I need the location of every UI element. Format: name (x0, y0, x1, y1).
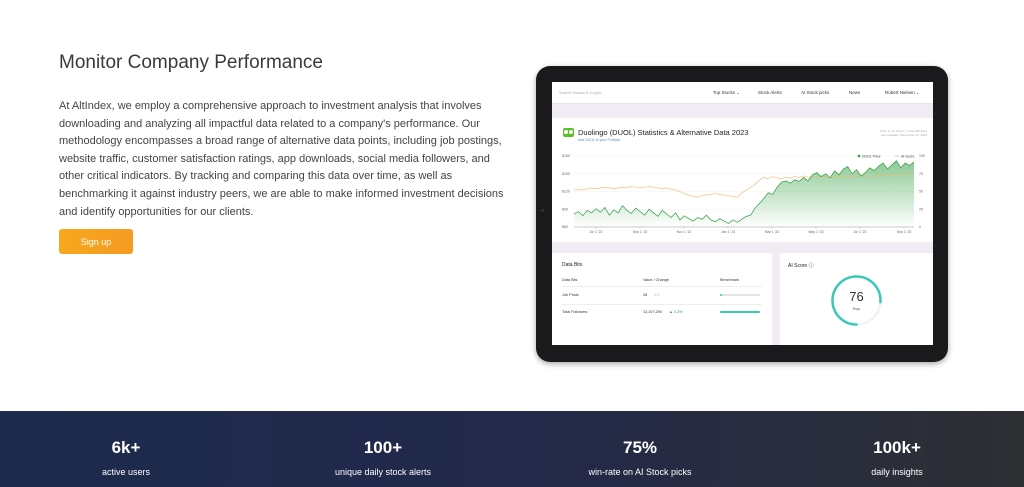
x-tick-label: Jul 1 '23 (854, 230, 867, 234)
price-ai-score-chart: $180 $150 $120 $90 $60 100 75 50 25 0 Jul 1 '22 Sep… (562, 154, 925, 234)
benchmark-bar (720, 294, 760, 296)
stat-label: active users (101, 467, 151, 477)
user-name: Robert Nielsen (885, 90, 915, 95)
nav-top-stocks-label: Top Stocks (713, 90, 736, 95)
nav-user-menu[interactable]: Robert Nielsen ⌄ (885, 90, 919, 95)
row-name: Total Followers (562, 310, 588, 314)
data-bits-title: Data Bits (562, 262, 583, 268)
data-bits-card: Data Bits Data Bits Value / Change Bench… (552, 253, 772, 345)
x-tick-label: Sep 1 '22 (633, 230, 648, 234)
nav-news[interactable]: News (849, 90, 861, 95)
y2-tick-label: 25 (919, 207, 923, 211)
app-header: Search Stocks & Crypto Top Stocks ⌄ Stoc… (552, 82, 933, 104)
benchmark-fill (720, 311, 760, 313)
stat-daily-insights: 100k+ daily insights (797, 438, 997, 477)
search-input[interactable]: Search Stocks & Crypto (559, 90, 602, 95)
duolingo-logo-icon (563, 128, 574, 137)
row-value: 13,107,290 (643, 310, 663, 314)
stat-value: 100k+ (873, 438, 921, 457)
x-tick-label: Sep 1 '23 (897, 230, 912, 234)
y-tick-label: $150 (562, 172, 570, 176)
stock-chart-card: $180 $150 $120 $90 $60 100 75 50 25 0 Jul 1 '22 Sep… (552, 118, 933, 242)
add-to-portfolio-link[interactable]: Add DUOL to your Portfolio (578, 138, 621, 142)
row-change: 0% (654, 293, 660, 297)
y2-tick-label: 75 (919, 172, 923, 176)
stat-win-rate: 75% win-rate on AI Stock picks (540, 438, 740, 477)
table-row[interactable]: Job Posts 28 0% (562, 293, 762, 301)
divider (562, 304, 762, 305)
x-tick-label: Mar 1 '23 (765, 230, 780, 234)
y-tick-label: $90 (562, 207, 568, 211)
y-tick-label: $60 (562, 225, 568, 229)
nav-top-stocks[interactable]: Top Stocks ⌄ (713, 90, 740, 95)
ai-score-rating: Buy (853, 306, 860, 311)
column-header: Benchmark (720, 278, 740, 282)
ai-score-title: AI Score ⓘ (788, 263, 814, 269)
divider (562, 286, 762, 287)
stat-daily-alerts: 100+ unique daily stock alerts (283, 438, 483, 477)
stat-label: unique daily stock alerts (334, 467, 432, 477)
nav-ai-stock-picks[interactable]: AI Stock picks (801, 90, 830, 95)
x-tick-label: May 1 '23 (808, 230, 823, 234)
sign-up-button[interactable]: Sign up (59, 229, 133, 254)
legend-ai-label: AI Score (901, 154, 914, 158)
chart-updated: Last updated: September 14, 2023 (880, 133, 927, 138)
x-tick-label: Nov 1 '22 (677, 230, 692, 234)
column-header: Value / Change (643, 278, 669, 282)
row-name: Job Posts (562, 293, 579, 297)
y2-tick-label: 0 (919, 225, 921, 229)
row-value: 28 (643, 293, 648, 297)
nav-stock-alerts[interactable]: Stock Alerts (758, 90, 782, 95)
price-line (573, 160, 915, 224)
chart-meta: Price vs. AI Score ⓘ Last 365 days Last … (880, 129, 927, 137)
chart-title: Duolingo (DUOL) Statistics & Alternative… (578, 128, 749, 137)
stat-label: win-rate on AI Stock picks (588, 467, 692, 477)
tablet-camera (541, 209, 544, 212)
section-description: At AltIndex, we employ a comprehensive a… (59, 100, 504, 218)
price-area (574, 160, 914, 227)
ai-score-gauge (831, 275, 882, 326)
x-tick-label: Jan 1 '23 (721, 230, 735, 234)
ai-score-value: 76 (849, 289, 864, 304)
tablet-mockup: Search Stocks & Crypto Top Stocks ⌄ Stoc… (536, 66, 948, 362)
stats-band: 6k+ active users 100+ unique daily stock… (0, 411, 1024, 487)
legend-price-swatch (857, 154, 861, 158)
y2-tick-label: 100 (919, 154, 925, 158)
chevron-down-icon: ⌄ (736, 90, 740, 95)
table-row[interactable]: Total Followers 13,107,290 ▲ 0.3% (562, 310, 762, 318)
benchmark-fill (720, 294, 722, 296)
chart-range[interactable]: Price vs. AI Score ⓘ Last 365 days (879, 129, 927, 133)
y-tick-label: $120 (562, 190, 570, 194)
column-header: Data Bits (562, 278, 578, 282)
tablet-screen: Search Stocks & Crypto Top Stocks ⌄ Stoc… (552, 82, 933, 345)
stat-label: daily insights (871, 467, 923, 477)
stat-value: 100+ (363, 438, 403, 457)
chevron-down-icon: ⌄ (916, 90, 920, 95)
y-tick-label: $180 (562, 154, 570, 158)
legend-price-label: DUOL Price (862, 154, 881, 158)
ai-score-card: AI Score ⓘ 76 Buy (780, 253, 933, 345)
stat-active-users: 6k+ active users (26, 438, 226, 477)
table-header: Data Bits Value / Change Benchmark (562, 278, 762, 286)
section-title: Monitor Company Performance (59, 52, 323, 73)
ai-score-line (573, 172, 915, 198)
benchmark-bar (720, 311, 760, 313)
row-change: ▲ 0.3% (669, 310, 683, 314)
y2-tick-label: 50 (919, 190, 923, 194)
x-tick-label: Jul 1 '22 (590, 230, 603, 234)
stat-value: 75% (622, 438, 658, 457)
stat-value: 6k+ (111, 438, 141, 457)
